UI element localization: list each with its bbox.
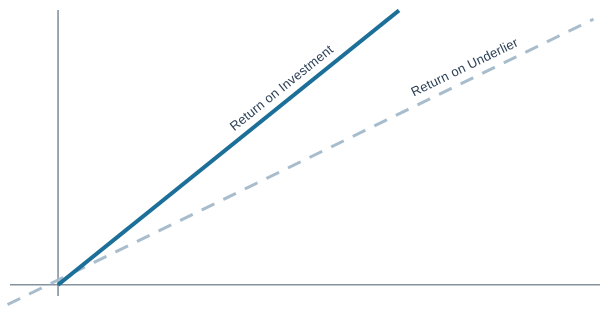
series-label-return-on-underlier: Return on Underlier <box>409 34 521 99</box>
series-line-return-on-investment <box>56 8 401 287</box>
series-line-return-on-underlier <box>6 17 595 306</box>
series-label-return-on-investment: Return on Investment <box>227 42 336 134</box>
